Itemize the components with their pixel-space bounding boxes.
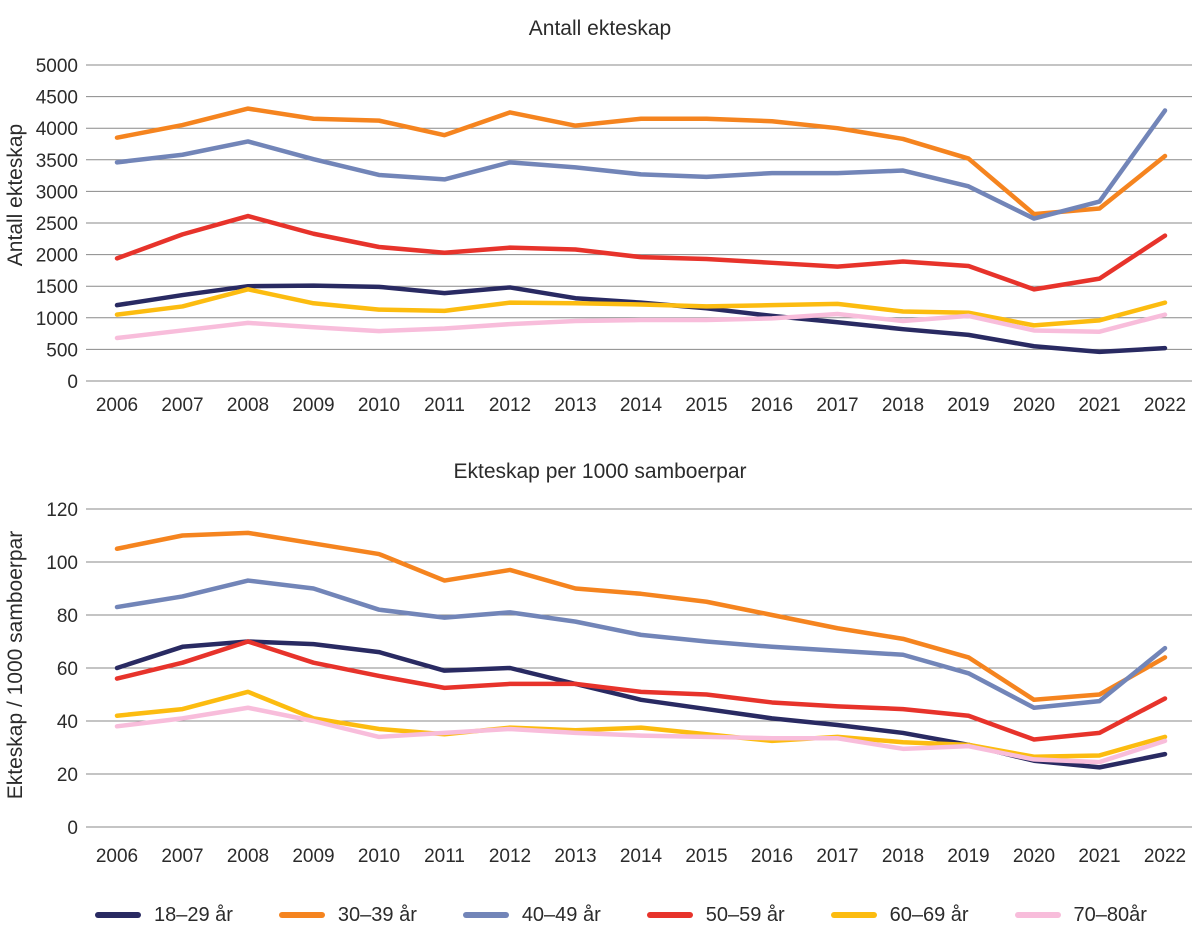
legend-swatch [278,912,325,918]
plot-area: 5000450040003500300025002000150010005000… [36,56,1192,416]
series-line-30–39 år [114,530,1168,703]
x-tick-label: 2021 [1078,846,1120,867]
x-tick-label: 2009 [292,395,334,416]
x-tick-label: 2007 [161,395,203,416]
y-tick-label: 0 [67,818,78,839]
x-tick-label: 2006 [96,395,138,416]
legend-item: 70–80år [1014,903,1147,927]
x-tick-label: 2007 [161,846,203,867]
y-axis-label: Antall ekteskap [4,124,27,266]
chart-antall-ekteskap: Antall ekteskap Antall ekteskap 50004500… [4,17,1192,416]
series-line-60–69 år [114,287,1168,328]
legend-swatch [1014,912,1061,918]
x-tick-label: 2022 [1144,846,1186,867]
series-line-70–80år [114,705,1168,765]
legend-item: 50–59 år [646,903,785,927]
legend-item: 60–69 år [830,903,969,927]
x-tick-label: 2017 [816,846,858,867]
plot-area: 120 100 80 60 40 20 0 2006 2007 2008 2009 2010 2011 2… [46,500,1192,867]
legend-item: 18–29 år [95,904,233,927]
x-tick-label: 2022 [1144,395,1186,416]
y-tick-label: 40 [57,712,78,733]
legend-item: 30–39 år [278,903,417,927]
x-tick-label: 2010 [358,846,400,867]
y-tick-label: 4500 [36,88,78,109]
y-tick-label: 5000 [36,56,78,77]
x-tick-label: 2015 [685,846,727,867]
y-tick-label: 2000 [36,246,78,267]
y-tick-label: 3000 [36,182,78,203]
legend-label: 50–59 år [705,903,785,926]
x-tick-label: 2006 [96,846,138,867]
x-tick-label: 2011 [424,846,465,867]
x-tick-label: 2020 [1013,846,1055,867]
x-tick-label: 2020 [1013,395,1055,416]
x-tick-label: 2013 [554,846,596,867]
y-tick-label: 500 [46,340,78,361]
x-tick-label: 2014 [620,846,663,867]
y-tick-label: 80 [57,606,78,627]
series-line-40–49 år [114,578,1168,710]
legend-label: 30–39 år [337,903,417,926]
x-tick-label: 2018 [882,846,924,867]
y-tick-label: 120 [46,500,78,521]
y-tick-label: 20 [57,765,78,786]
x-tick-label: 2013 [554,395,596,416]
x-tick-label: 2021 [1078,395,1120,416]
series-line-40–49 år [114,108,1168,221]
y-axis-label: Ekteskap / 1000 samboerpar [4,531,27,800]
x-tick-label: 2012 [489,395,531,416]
chart-ekteskap-per-1000-samboerpar: Ekteskap per 1000 samboerpar Ekteskap / … [4,460,1192,867]
x-tick-label: 2018 [882,395,924,416]
legend-swatch [95,912,141,918]
y-tick-label: 1500 [36,277,78,298]
legend-swatch [646,912,693,918]
x-tick-label: 2019 [947,846,989,867]
x-tick-label: 2008 [227,846,269,867]
legend-label: 18–29 år [154,903,233,926]
y-tick-label: 100 [46,553,78,574]
x-tick-label: 2008 [227,395,269,416]
x-tick-label: 2017 [816,395,858,416]
legend: 18–29 år 30–39 år 40–49 år 50–59 år 60–69 år… [95,898,1147,932]
legend-label: 70–80år [1073,903,1147,926]
y-tick-label: 0 [67,372,78,393]
x-tick-label: 2010 [358,395,400,416]
chart-title: Ekteskap per 1000 samboerpar [453,460,746,483]
legend-label: 40–49 år [521,903,601,926]
series-line-50–59 år [114,213,1168,292]
legend-item: 40–49 år [462,903,601,927]
legend-swatch [462,912,509,918]
x-tick-label: 2011 [424,395,465,416]
legend-swatch [830,912,877,918]
x-tick-label: 2016 [751,395,793,416]
y-tick-label: 1000 [36,309,78,330]
y-tick-label: 2500 [36,214,78,235]
x-tick-label: 2009 [292,846,334,867]
legend-label: 60–69 år [889,903,969,926]
x-tick-label: 2016 [751,846,793,867]
series-line-30–39 år [114,106,1168,217]
series-line-70–80år [114,311,1168,341]
x-tick-label: 2014 [620,395,663,416]
y-tick-label: 3500 [36,151,78,172]
chart-title: Antall ekteskap [529,17,671,40]
y-tick-label: 60 [57,659,78,680]
x-tick-label: 2015 [685,395,727,416]
x-tick-label: 2019 [947,395,989,416]
series-line-50–59 år [114,639,1168,742]
y-tick-label: 4000 [36,119,78,140]
x-tick-label: 2012 [489,846,531,867]
